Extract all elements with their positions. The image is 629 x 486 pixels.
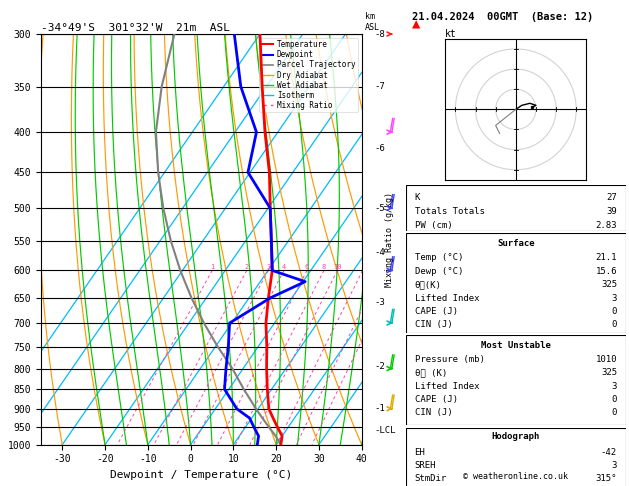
Text: 10: 10 — [333, 264, 342, 270]
Text: -42: -42 — [601, 448, 617, 457]
Text: θᴄ (K): θᴄ (K) — [415, 368, 447, 377]
Text: Temp (°C): Temp (°C) — [415, 253, 463, 262]
Text: 325: 325 — [601, 280, 617, 289]
Text: -1: -1 — [375, 404, 386, 413]
Text: Totals Totals: Totals Totals — [415, 207, 484, 216]
Text: EH: EH — [415, 448, 425, 457]
Text: -6: -6 — [375, 144, 386, 153]
Text: © weatheronline.co.uk: © weatheronline.co.uk — [464, 472, 568, 481]
Text: -4: -4 — [375, 248, 386, 258]
Text: 27: 27 — [606, 193, 617, 202]
Text: 21.04.2024  00GMT  (Base: 12): 21.04.2024 00GMT (Base: 12) — [412, 12, 593, 22]
Legend: Temperature, Dewpoint, Parcel Trajectory, Dry Adiabat, Wet Adiabat, Isotherm, Mi: Temperature, Dewpoint, Parcel Trajectory… — [259, 38, 358, 112]
Text: 315°: 315° — [596, 474, 617, 483]
Text: kt: kt — [445, 29, 457, 39]
Text: 39: 39 — [606, 207, 617, 216]
Text: -7: -7 — [375, 82, 386, 91]
Text: 8: 8 — [322, 264, 326, 270]
Text: 21.1: 21.1 — [596, 253, 617, 262]
Text: Hodograph: Hodograph — [492, 433, 540, 441]
Text: -34°49'S  301°32'W  21m  ASL: -34°49'S 301°32'W 21m ASL — [41, 23, 230, 33]
Text: 4: 4 — [282, 264, 286, 270]
Text: CAPE (J): CAPE (J) — [415, 307, 457, 316]
Text: -LCL: -LCL — [375, 426, 396, 435]
Text: 1010: 1010 — [596, 355, 617, 364]
Text: -2: -2 — [375, 362, 386, 371]
Text: 3: 3 — [266, 264, 270, 270]
Y-axis label: hPa: hPa — [0, 229, 2, 249]
Text: K: K — [415, 193, 420, 202]
Text: 0: 0 — [611, 408, 617, 417]
Text: CAPE (J): CAPE (J) — [415, 395, 457, 404]
Text: PW (cm): PW (cm) — [415, 221, 452, 230]
X-axis label: Dewpoint / Temperature (°C): Dewpoint / Temperature (°C) — [110, 470, 292, 480]
Text: 15.6: 15.6 — [596, 267, 617, 276]
Text: CIN (J): CIN (J) — [415, 320, 452, 330]
Text: Mixing Ratio (g/kg): Mixing Ratio (g/kg) — [386, 192, 394, 287]
Text: 0: 0 — [611, 307, 617, 316]
Text: km
ASL: km ASL — [365, 12, 380, 32]
Text: 6: 6 — [305, 264, 309, 270]
Text: Surface: Surface — [497, 239, 535, 248]
Text: -3: -3 — [375, 298, 386, 308]
Text: 2: 2 — [245, 264, 249, 270]
Text: 2.83: 2.83 — [596, 221, 617, 230]
Text: 3: 3 — [611, 294, 617, 303]
Text: θᴄ(K): θᴄ(K) — [415, 280, 442, 289]
Text: Most Unstable: Most Unstable — [481, 341, 551, 350]
Text: 1: 1 — [210, 264, 214, 270]
Text: SREH: SREH — [415, 461, 436, 470]
Text: Lifted Index: Lifted Index — [415, 294, 479, 303]
Text: Lifted Index: Lifted Index — [415, 382, 479, 391]
Text: 3: 3 — [611, 382, 617, 391]
Text: 3: 3 — [611, 461, 617, 470]
Text: 325: 325 — [601, 368, 617, 377]
Text: Dewp (°C): Dewp (°C) — [415, 267, 463, 276]
Text: 0: 0 — [611, 320, 617, 330]
Text: CIN (J): CIN (J) — [415, 408, 452, 417]
Text: StmDir: StmDir — [415, 474, 447, 483]
Text: ▲: ▲ — [412, 17, 420, 32]
Text: -5: -5 — [375, 204, 386, 213]
Text: Pressure (mb): Pressure (mb) — [415, 355, 484, 364]
Text: 0: 0 — [611, 395, 617, 404]
Text: -8: -8 — [375, 30, 386, 38]
